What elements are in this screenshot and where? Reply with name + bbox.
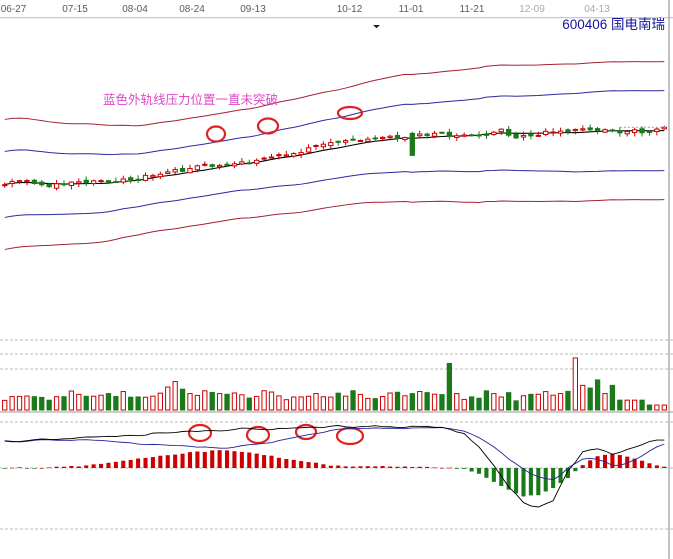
svg-text:04-13: 04-13: [584, 4, 610, 15]
svg-text:06-27: 06-27: [1, 4, 27, 15]
svg-text:08-24: 08-24: [179, 4, 205, 15]
svg-text:蓝色外轨线压力位置一直未突破: 蓝色外轨线压力位置一直未突破: [103, 92, 278, 107]
svg-text:11-21: 11-21: [460, 4, 485, 15]
svg-text:08-04: 08-04: [122, 4, 148, 15]
svg-text:600406 国电南瑞: 600406 国电南瑞: [562, 17, 665, 32]
svg-text:09-13: 09-13: [240, 4, 266, 15]
svg-text:10-12: 10-12: [337, 4, 363, 15]
svg-text:07-15: 07-15: [62, 4, 88, 15]
svg-text:12-09: 12-09: [519, 4, 545, 15]
svg-text:11-01: 11-01: [399, 4, 424, 15]
